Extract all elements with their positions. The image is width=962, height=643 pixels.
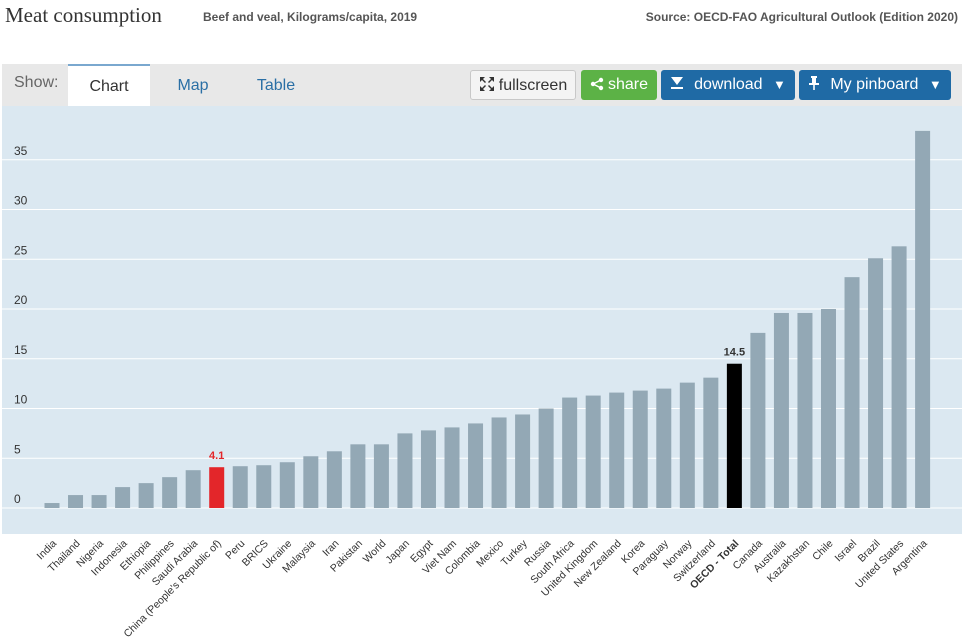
bar[interactable] [232, 466, 248, 508]
bar[interactable] [303, 456, 319, 508]
download-button[interactable]: download ▼ [661, 70, 795, 100]
bar[interactable] [585, 395, 601, 508]
data-label: 4.1 [209, 450, 224, 462]
bar[interactable] [468, 423, 484, 508]
y-tick-label: 30 [14, 194, 28, 208]
bar[interactable] [256, 465, 272, 508]
tab-map[interactable]: Map [177, 77, 209, 94]
bar[interactable] [773, 312, 789, 508]
data-label: 14.5 [724, 347, 745, 359]
y-tick-label: 15 [14, 343, 28, 357]
x-tick-label: Israel [832, 538, 859, 565]
x-tick-label: World [361, 538, 389, 566]
pinboard-label: My pinboard [830, 76, 919, 93]
bar[interactable] [609, 392, 625, 508]
bar[interactable] [679, 382, 695, 508]
toolbar: Show: Chart Map Table fullscreen share d… [2, 64, 962, 106]
tab-table[interactable]: Table [256, 77, 296, 94]
y-tick-label: 0 [14, 492, 21, 506]
bar[interactable] [91, 495, 107, 508]
bar[interactable] [562, 397, 578, 508]
y-tick-label: 25 [14, 243, 28, 257]
x-tick-label: Japan [383, 538, 412, 567]
bar[interactable] [185, 470, 201, 508]
bar[interactable] [515, 414, 531, 508]
chevron-down-icon: ▼ [773, 77, 786, 92]
share-label: share [607, 76, 649, 93]
page-title: Meat consumption [5, 3, 162, 27]
x-tick-label: Mexico [474, 538, 506, 570]
bar[interactable] [209, 467, 225, 508]
bar[interactable] [703, 377, 719, 508]
bar[interactable] [138, 483, 154, 508]
bar[interactable] [44, 503, 60, 508]
y-tick-label: 20 [14, 293, 28, 307]
bar[interactable] [726, 363, 742, 508]
share-icon [590, 70, 604, 100]
download-icon [670, 70, 690, 100]
header: Meat consumption Beef and veal, Kilogram… [0, 0, 962, 40]
tab-chart[interactable]: Chart [68, 64, 150, 106]
fullscreen-button[interactable]: fullscreen [470, 70, 576, 100]
bar[interactable] [656, 388, 672, 508]
bar[interactable] [797, 312, 813, 508]
bar[interactable] [279, 462, 295, 508]
bar[interactable] [350, 444, 366, 508]
bar[interactable] [868, 258, 884, 508]
bar[interactable] [420, 430, 436, 508]
bar[interactable] [915, 130, 931, 508]
bar[interactable] [844, 277, 860, 508]
pin-icon [808, 70, 826, 100]
y-tick-label: 10 [14, 393, 28, 407]
source-note: Source: OECD-FAO Agricultural Outlook (E… [645, 10, 958, 24]
bar[interactable] [68, 495, 84, 508]
share-button[interactable]: share [581, 70, 657, 100]
bar[interactable] [444, 427, 460, 508]
bar[interactable] [326, 451, 342, 508]
bar[interactable] [750, 332, 766, 508]
bar[interactable] [162, 477, 178, 508]
bar[interactable] [491, 417, 507, 508]
bar[interactable] [632, 390, 648, 508]
bar[interactable] [538, 408, 554, 509]
bar[interactable] [373, 444, 389, 508]
chart-subtitle: Beef and veal, Kilograms/capita, 2019 [203, 10, 418, 24]
y-tick-label: 35 [14, 144, 28, 158]
bar[interactable] [115, 487, 131, 508]
fullscreen-label: fullscreen [498, 77, 568, 94]
bar[interactable] [397, 433, 413, 508]
bar[interactable] [820, 309, 836, 508]
chevron-down-icon: ▼ [928, 77, 942, 92]
x-tick-label: Chile [810, 538, 836, 564]
pinboard-button[interactable]: My pinboard ▼ [799, 70, 951, 100]
y-tick-label: 5 [14, 442, 21, 456]
show-label: Show: [14, 74, 59, 91]
bar[interactable] [891, 246, 907, 508]
fullscreen-icon [479, 71, 495, 101]
download-label: download [694, 76, 763, 93]
